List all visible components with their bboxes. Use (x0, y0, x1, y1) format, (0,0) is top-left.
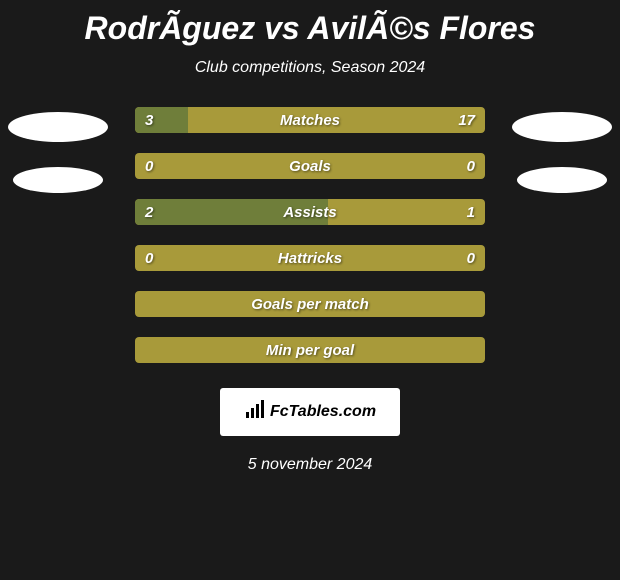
stat-label: Goals per match (251, 296, 369, 313)
stat-row: 3 Matches 17 (135, 107, 485, 133)
comparison-area: 3 Matches 17 0 Goals 0 2 Assists 1 0 Hattricks 0 Goa… (0, 107, 620, 363)
stat-row: Min per goal (135, 337, 485, 363)
page-title: RodrÃ­guez vs AvilÃ©s Flores (0, 10, 620, 47)
player-right-avatar (512, 107, 612, 218)
subtitle: Club competitions, Season 2024 (0, 59, 620, 77)
stat-row: Goals per match (135, 291, 485, 317)
stat-fill-left (135, 107, 188, 133)
stat-value-right: 0 (467, 158, 475, 175)
logo-text: FcTables.com (270, 403, 376, 421)
bar-chart-icon (244, 400, 266, 425)
avatar-placeholder-icon (8, 112, 108, 142)
stat-row: 2 Assists 1 (135, 199, 485, 225)
stat-label: Hattricks (278, 250, 342, 267)
stats-list: 3 Matches 17 0 Goals 0 2 Assists 1 0 Hattricks 0 Goa… (135, 107, 485, 363)
avatar-placeholder-icon (13, 167, 103, 193)
stat-value-left: 0 (145, 250, 153, 267)
stat-value-right: 1 (467, 204, 475, 221)
stat-label: Min per goal (266, 342, 354, 359)
site-logo-badge[interactable]: FcTables.com (220, 388, 400, 436)
stat-value-left: 0 (145, 158, 153, 175)
stat-value-left: 3 (145, 112, 153, 129)
stat-label: Matches (280, 112, 340, 129)
stat-row: 0 Goals 0 (135, 153, 485, 179)
comparison-card: RodrÃ­guez vs AvilÃ©s Flores Club compet… (0, 0, 620, 484)
stat-label: Assists (283, 204, 336, 221)
stat-value-right: 17 (458, 112, 475, 129)
stat-value-left: 2 (145, 204, 153, 221)
stat-label: Goals (289, 158, 331, 175)
avatar-placeholder-icon (512, 112, 612, 142)
date-label: 5 november 2024 (0, 456, 620, 474)
stat-row: 0 Hattricks 0 (135, 245, 485, 271)
player-left-avatar (8, 107, 108, 218)
avatar-placeholder-icon (517, 167, 607, 193)
stat-value-right: 0 (467, 250, 475, 267)
